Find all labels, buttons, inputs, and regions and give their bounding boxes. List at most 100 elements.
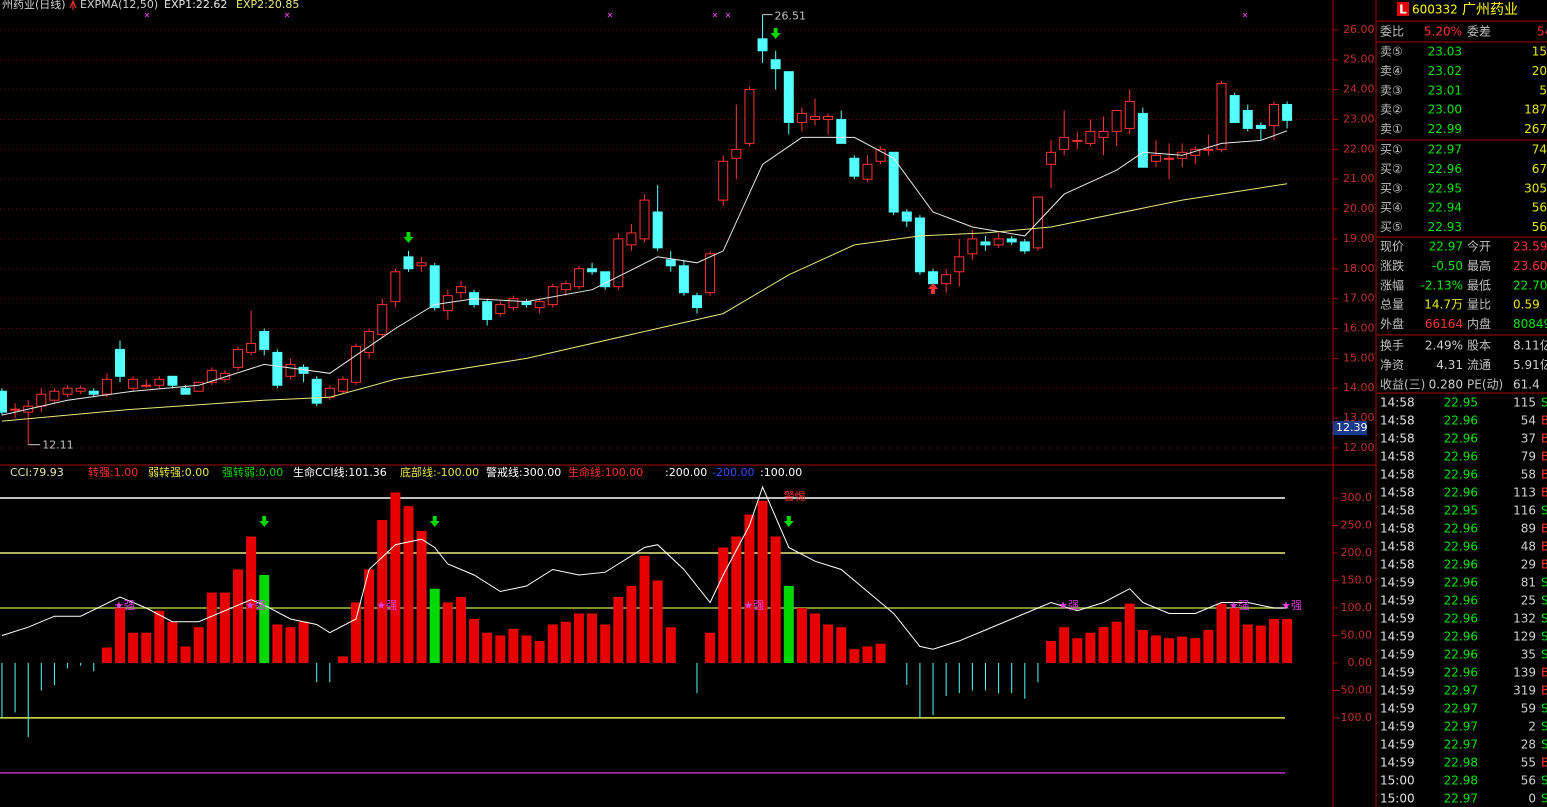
tick-volume: 115 [1513, 396, 1536, 410]
tick-price: 22.96 [1444, 630, 1478, 644]
cci-bar [1046, 640, 1057, 663]
book-label: 卖⑤ [1380, 45, 1403, 59]
tick-time: 14:58 [1380, 558, 1415, 572]
cci-bar [455, 596, 466, 663]
quote-label: 换手 [1380, 339, 1404, 353]
tick-price: 22.96 [1444, 450, 1478, 464]
quote-label: PE(动) [1467, 377, 1503, 391]
cci-bar [1111, 621, 1122, 663]
candle-body [1137, 112, 1148, 168]
cci-bar [639, 555, 650, 663]
quote-value: -0.50 [1432, 259, 1463, 273]
signal-arrow [928, 283, 939, 294]
tick-time: 14:58 [1380, 468, 1415, 482]
candle-body [652, 211, 663, 249]
cci-bar [587, 613, 598, 663]
cci-bar [534, 640, 545, 663]
candle-body [1268, 104, 1279, 126]
candle-body [993, 238, 1004, 246]
cci-bar [770, 536, 781, 663]
cci-bar [482, 632, 493, 663]
candle-body [731, 148, 742, 159]
y-tick-label: 0.00 [1348, 656, 1373, 669]
tick-price: 22.96 [1444, 612, 1478, 626]
candle-body [272, 351, 283, 386]
candle-body [1072, 139, 1083, 142]
tick-side: S [1541, 720, 1547, 734]
cci-bar [665, 627, 676, 663]
y-tick-label: 20.00 [1343, 202, 1375, 215]
cci-bar [180, 646, 191, 663]
indicator-legend: -200.00 [712, 466, 754, 479]
tick-time: 14:59 [1380, 756, 1415, 770]
tick-volume: 28 [1521, 738, 1536, 752]
tick-time: 14:58 [1380, 450, 1415, 464]
stock-code: 600332 [1412, 3, 1458, 17]
y-tick-label: 50.00 [1341, 628, 1373, 641]
tick-volume: 29 [1521, 558, 1536, 572]
cci-bar [823, 624, 834, 663]
book-label: 买③ [1380, 181, 1403, 195]
panel-value: 5.20% [1424, 25, 1462, 39]
signal-label: ★强 [114, 599, 135, 612]
cci-bar [744, 514, 755, 663]
cci-bar [233, 569, 244, 663]
tick-volume: 54 [1521, 414, 1536, 428]
book-label: 卖① [1380, 122, 1403, 136]
candle-body [626, 232, 637, 246]
tick-volume: 35 [1521, 648, 1536, 662]
y-tick-label: -100.0 [1337, 711, 1372, 724]
marker-x [725, 12, 731, 18]
quote-value: 14.7万 [1424, 298, 1463, 312]
y-tick-label: 24.00 [1343, 83, 1375, 96]
book-label: 卖③ [1380, 83, 1403, 97]
tick-volume: 55 [1521, 756, 1536, 770]
legend-icon [69, 0, 77, 10]
cci-bar [298, 621, 309, 663]
book-volume: 74 [1532, 143, 1547, 157]
tick-time: 14:58 [1380, 486, 1415, 500]
candle-body [482, 301, 493, 321]
tick-volume: 89 [1521, 522, 1536, 536]
tick-side: B [1541, 522, 1547, 536]
cci-bar [1137, 629, 1148, 663]
tick-side: S [1541, 396, 1547, 410]
book-price: 22.99 [1428, 122, 1462, 136]
y-tick-label: 150.0 [1341, 573, 1373, 586]
candle-body [954, 256, 965, 273]
tick-price: 22.97 [1444, 684, 1478, 698]
candle-body [1085, 130, 1096, 144]
cci-bar [272, 624, 283, 663]
indicator-legend: :100.00 [760, 466, 802, 479]
candle-body [1124, 101, 1135, 129]
y-tick-label: 14.00 [1343, 381, 1375, 394]
tick-volume: 2 [1528, 720, 1536, 734]
signal-arrow [783, 516, 794, 527]
candle-body [193, 381, 204, 392]
y-tick-label: 25.00 [1343, 53, 1375, 66]
candle-body [836, 118, 847, 144]
y-tick-label: 19.00 [1343, 232, 1375, 245]
cci-bar [101, 647, 112, 663]
quote-value: 66164 [1425, 317, 1463, 331]
tick-volume: 56 [1521, 774, 1536, 788]
cci-bar [1242, 624, 1253, 663]
candle-body [1229, 95, 1240, 123]
candle-body [691, 295, 702, 309]
candle-body [547, 286, 558, 306]
tick-side: B [1541, 684, 1547, 698]
cci-bar [442, 602, 453, 663]
tick-volume: 129 [1513, 630, 1536, 644]
candle-body [10, 408, 21, 411]
tick-volume: 0 [1528, 792, 1536, 806]
candle-body [1150, 154, 1161, 162]
candle-body [259, 331, 270, 350]
candle-body [705, 253, 716, 294]
y-tick-label: 250.0 [1341, 518, 1373, 531]
tick-side: S [1541, 576, 1547, 590]
tick-side: B [1541, 540, 1547, 554]
logo-box [1397, 2, 1409, 16]
signal-label: ★强 [1058, 599, 1079, 612]
tick-price: 22.95 [1444, 504, 1478, 518]
cci-bar [1098, 627, 1109, 663]
